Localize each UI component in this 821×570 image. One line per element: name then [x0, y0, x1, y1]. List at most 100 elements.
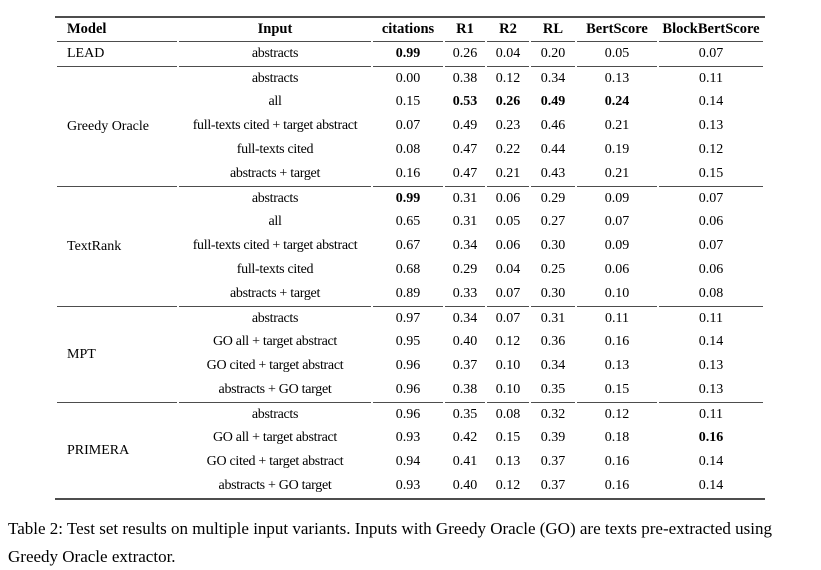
value-cell-r1: 0.41 [452, 454, 478, 469]
value-cell-r1: 0.34 [445, 306, 485, 330]
value-cell-r1: 0.26 [452, 46, 478, 61]
value-cell-citations: 0.15 [395, 94, 421, 109]
value-cell-bertscore: 0.06 [604, 262, 630, 277]
value-cell-r1: 0.38 [452, 382, 478, 397]
value-cell-blockbertscore: 0.06 [698, 214, 724, 229]
value-cell-blockbertscore: 0.07 [698, 46, 724, 61]
value-cell-r1: 0.40 [452, 478, 478, 493]
value-cell-citations: 0.94 [395, 454, 421, 469]
table-row: GO cited + target abstract 0.96 0.37 0.10 0.… [57, 354, 763, 378]
value-cell-r1: 0.31 [445, 186, 485, 210]
value-cell-bertscore: 0.09 [577, 186, 657, 210]
table-row: GO all + target abstract 0.93 0.42 0.15 0.39… [57, 426, 763, 450]
value-cell-r1: 0.49 [452, 118, 478, 133]
input-cell: full-texts cited [236, 142, 314, 157]
value-cell-rl: 0.30 [540, 286, 566, 301]
table-row: all 0.65 0.31 0.05 0.27 0.07 0.06 [57, 210, 763, 234]
value-cell-citations: 0.07 [395, 118, 421, 133]
input-cell: full-texts cited + target abstract [192, 118, 358, 133]
value-cell-r2: 0.06 [495, 238, 521, 253]
value-cell-bertscore: 0.15 [604, 382, 630, 397]
value-cell-blockbertscore: 0.13 [698, 382, 724, 397]
input-cell: GO cited + target abstract [206, 358, 344, 373]
value-cell-bertscore: 0.21 [604, 166, 630, 181]
value-cell-r1: 0.53 [452, 94, 478, 109]
value-cell-bertscore: 0.19 [604, 142, 630, 157]
table-row: full-texts cited + target abstract 0.67 0.… [57, 234, 763, 258]
value-cell-r1: 0.33 [452, 286, 478, 301]
table-row: GO cited + target abstract 0.94 0.41 0.13 0.… [57, 450, 763, 474]
value-cell-citations: 0.93 [395, 478, 421, 493]
table-row: PRIMERA abstracts 0.96 0.35 0.08 0.32 0.12 0.11 [57, 402, 763, 458]
input-cell: abstracts + GO target [218, 382, 332, 397]
value-cell-rl: 0.46 [540, 118, 566, 133]
input-cell: abstracts + GO target [218, 478, 332, 493]
value-cell-citations: 0.95 [395, 334, 421, 349]
column-header-bertscore: BertScore [577, 18, 657, 42]
value-cell-rl: 0.49 [540, 94, 566, 109]
value-cell-blockbertscore: 0.06 [698, 262, 724, 277]
table-row: full-texts cited 0.08 0.47 0.22 0.44 0.19 0.12 [57, 138, 763, 162]
value-cell-r2: 0.12 [495, 478, 521, 493]
model-cell-primera: PRIMERA [57, 402, 177, 498]
results-table: Model Input citations R1 R2 RL BertScore BlockB… [55, 16, 765, 500]
value-cell-r1: 0.29 [452, 262, 478, 277]
input-cell: GO cited + target abstract [206, 454, 344, 469]
value-cell-r1: 0.34 [452, 238, 478, 253]
table-caption: Table 2: Test set results on multiple in… [8, 519, 772, 566]
column-header-rl: RL [531, 18, 575, 42]
table-row: abstracts + GO target 0.93 0.40 0.12 0.37 0.1… [57, 474, 763, 498]
value-cell-citations: 0.96 [395, 382, 421, 397]
table-header-row: Model Input citations R1 R2 RL BertScore BlockB… [57, 18, 763, 42]
value-cell-rl: 0.35 [540, 382, 566, 397]
value-cell-r2: 0.12 [487, 66, 529, 90]
value-cell-bertscore: 0.13 [577, 66, 657, 90]
value-cell-rl: 0.36 [540, 334, 566, 349]
column-header-r2: R2 [487, 18, 529, 42]
value-cell-r2: 0.22 [495, 142, 521, 157]
value-cell-blockbertscore: 0.15 [698, 166, 724, 181]
value-cell-citations: 0.93 [395, 430, 421, 445]
value-cell-citations: 0.00 [373, 66, 443, 90]
table-row: MPT abstracts 0.97 0.34 0.07 0.31 0.11 0.11 [57, 306, 763, 362]
value-cell-r2: 0.10 [495, 358, 521, 373]
input-cell: abstracts [179, 306, 371, 330]
column-header-citations: citations [373, 18, 443, 42]
value-cell-blockbertscore: 0.13 [698, 358, 724, 373]
value-cell-rl: 0.37 [540, 478, 566, 493]
table-row: LEAD abstracts 0.99 0.26 0.04 0.20 0.05 0.07 [57, 42, 763, 66]
value-cell-r2: 0.26 [495, 94, 521, 109]
table-row: full-texts cited + target abstract 0.07 0.… [57, 114, 763, 138]
value-cell-blockbertscore: 0.16 [698, 430, 724, 445]
value-cell-r2: 0.13 [495, 454, 521, 469]
value-cell-bertscore: 0.13 [604, 358, 630, 373]
value-cell-rl: 0.29 [531, 186, 575, 210]
input-cell: all [268, 214, 282, 229]
column-header-r1: R1 [445, 18, 485, 42]
value-cell-bertscore: 0.12 [577, 402, 657, 426]
value-cell-r2: 0.15 [495, 430, 521, 445]
value-cell-bertscore: 0.05 [604, 46, 630, 61]
value-cell-citations: 0.96 [395, 358, 421, 373]
value-cell-blockbertscore: 0.13 [698, 118, 724, 133]
value-cell-rl: 0.37 [540, 454, 566, 469]
column-header-model: Model [57, 18, 177, 42]
value-cell-bertscore: 0.07 [604, 214, 630, 229]
table-row: full-texts cited 0.68 0.29 0.04 0.25 0.06 0.06 [57, 258, 763, 282]
value-cell-r2: 0.21 [495, 166, 521, 181]
column-header-blockbertscore: BlockBertScore [659, 18, 763, 42]
value-cell-rl: 0.43 [540, 166, 566, 181]
value-cell-rl: 0.25 [540, 262, 566, 277]
value-cell-citations: 0.08 [395, 142, 421, 157]
value-cell-blockbertscore: 0.08 [698, 286, 724, 301]
input-cell: all [268, 94, 282, 109]
value-cell-rl: 0.31 [531, 306, 575, 330]
value-cell-citations: 0.68 [395, 262, 421, 277]
value-cell-r2: 0.04 [495, 262, 521, 277]
value-cell-r2: 0.05 [495, 214, 521, 229]
value-cell-citations: 0.97 [373, 306, 443, 330]
value-cell-bertscore: 0.16 [604, 478, 630, 493]
value-cell-blockbertscore: 0.14 [698, 334, 724, 349]
value-cell-citations: 0.65 [395, 214, 421, 229]
input-cell: abstracts [179, 66, 371, 90]
